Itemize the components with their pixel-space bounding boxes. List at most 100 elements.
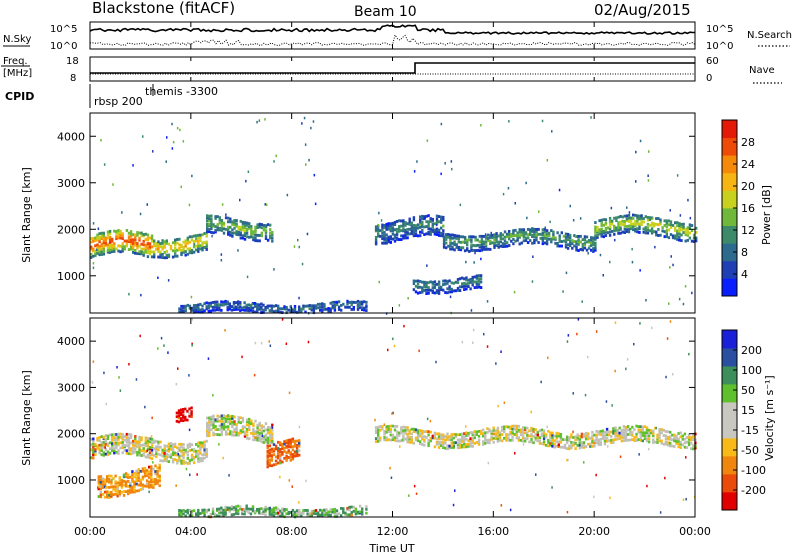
velocity-cell [203, 514, 206, 517]
power-cell [608, 219, 612, 223]
velocity-cell [110, 474, 113, 478]
power-cell [406, 222, 409, 226]
power-cell [224, 302, 227, 306]
velocity-cell [210, 417, 213, 421]
x-tick-label: 16:00 [477, 525, 509, 538]
velocity-noise-point [103, 436, 106, 440]
power-cell [260, 307, 263, 311]
velocity-cell [316, 513, 320, 517]
velocity-cell [335, 515, 339, 518]
power-cell [117, 249, 120, 253]
velocity-cell [622, 425, 626, 428]
velocity-cell [190, 406, 193, 410]
power-cell [412, 288, 416, 292]
power-cell [224, 299, 227, 303]
velocity-cell [208, 428, 211, 432]
velocity-cell [111, 433, 114, 437]
power-cell [676, 232, 679, 236]
power-cell [659, 218, 662, 222]
velocity-cell [643, 437, 647, 441]
velocity-cell [321, 509, 324, 513]
power-cell [695, 231, 698, 234]
velocity-cell [161, 451, 164, 455]
power-cell [239, 305, 242, 309]
velocity-cell [114, 480, 117, 484]
power-cell [449, 238, 452, 242]
velocity-cell [125, 438, 129, 442]
velocity-cell [232, 506, 236, 509]
power-noise-point [558, 188, 561, 192]
power-cell [398, 219, 401, 223]
velocity-cell [559, 445, 563, 449]
velocity-cell [461, 440, 464, 443]
velocity-cell [92, 442, 95, 446]
power-cell [463, 282, 466, 285]
velocity-cell [190, 415, 193, 418]
power-cell [229, 217, 232, 221]
power-cell [298, 310, 301, 314]
velocity-cell [612, 438, 615, 442]
velocity-cell [545, 443, 548, 447]
velocity-cell [140, 438, 143, 442]
velocity-cell [402, 439, 405, 442]
power-cell [684, 227, 687, 231]
velocity-cell [155, 439, 158, 443]
velocity-cell [641, 439, 644, 443]
velocity-cell [262, 510, 265, 513]
velocity-cell [377, 434, 380, 437]
power-colorbar-swatch [722, 172, 737, 191]
velocity-cell [323, 508, 326, 512]
velocity-cell [671, 444, 674, 448]
power-cell [180, 251, 183, 255]
velocity-cell [132, 441, 135, 444]
velocity-noise-point [150, 435, 153, 438]
power-cell [248, 225, 251, 229]
power-cell [433, 230, 437, 234]
velocity-cell [186, 446, 189, 449]
velocity-cell [141, 469, 145, 473]
power-cell [423, 215, 426, 219]
velocity-cell [448, 446, 451, 450]
velocity-cell [277, 449, 280, 452]
velocity-cell [446, 435, 449, 439]
power-cell [115, 235, 118, 239]
velocity-cell [285, 454, 288, 458]
power-cell [96, 233, 99, 237]
velocity-cell [156, 481, 159, 485]
velocity-cell [335, 512, 339, 516]
velocity-cell [381, 425, 384, 428]
velocity-cell [233, 415, 236, 419]
velocity-cell [635, 439, 638, 442]
velocity-cell [268, 451, 271, 455]
power-cell [676, 224, 679, 228]
velocity-cell [122, 475, 126, 479]
velocity-cell [289, 438, 292, 442]
velocity-cell [446, 447, 449, 451]
power-cell [548, 231, 551, 235]
velocity-noise-point [218, 443, 220, 446]
power-cell [300, 307, 303, 311]
velocity-noise-point [685, 456, 687, 459]
velocity-cell [197, 441, 200, 445]
power-cell [186, 303, 189, 307]
velocity-cell [235, 433, 238, 437]
velocity-cell [115, 441, 118, 445]
velocity-cell [260, 429, 263, 433]
velocity-cell [254, 436, 257, 439]
power-cell [182, 248, 185, 252]
velocity-cell [180, 442, 183, 446]
power-noise-point [647, 179, 650, 182]
velocity-cell [559, 437, 563, 441]
velocity-cell [262, 435, 266, 438]
power-cell [678, 222, 681, 225]
velocity-cell [188, 461, 192, 465]
velocity-cell [101, 480, 105, 483]
velocity-cell [279, 450, 282, 454]
power-cell [159, 253, 162, 257]
power-cell [157, 240, 160, 244]
velocity-colorbar-tick-label: -50 [741, 444, 759, 457]
power-cell [387, 238, 390, 242]
velocity-cell [182, 451, 185, 455]
power-cell [596, 236, 599, 239]
power-cell [676, 234, 679, 238]
